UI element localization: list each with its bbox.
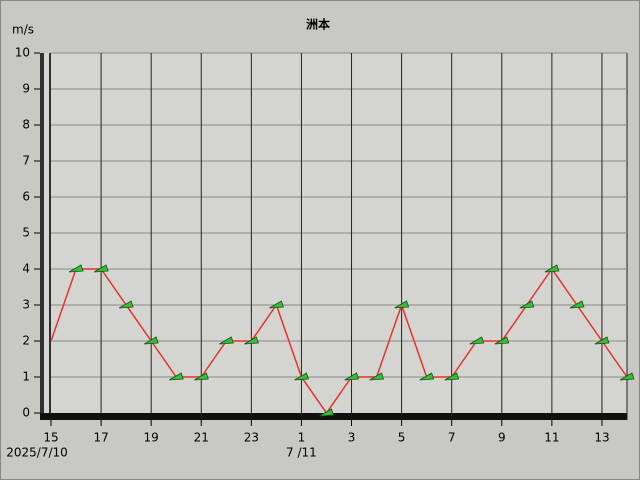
wind-arrow xyxy=(93,264,109,273)
wind-arrow xyxy=(519,300,535,309)
x-tick-label: 5 xyxy=(398,431,406,445)
wind-arrow xyxy=(319,408,335,417)
wind-arrow xyxy=(118,300,134,309)
wind-arrow xyxy=(143,336,159,345)
wind-arrow xyxy=(494,336,510,345)
y-tick-label: 3 xyxy=(22,298,30,312)
bottom-bevel xyxy=(40,413,627,420)
y-tick-label: 4 xyxy=(22,262,30,276)
x-tick-label: 17 xyxy=(93,431,108,445)
wind-arrow xyxy=(444,372,460,381)
y-tick-label: 7 xyxy=(22,154,30,168)
wind-arrow xyxy=(369,372,385,381)
wind-arrow xyxy=(294,372,309,381)
x-tick-label: 1 xyxy=(298,431,306,445)
wind-arrow xyxy=(394,300,410,309)
y-tick-label: 2 xyxy=(22,334,30,348)
date-label: 7 /11 xyxy=(286,446,317,460)
x-tick-label: 15 xyxy=(43,431,58,445)
wind-arrow xyxy=(544,264,560,273)
wind-arrow xyxy=(244,336,259,345)
x-tick-label: 3 xyxy=(348,431,356,445)
y-axis-label: m/s xyxy=(12,23,34,37)
line xyxy=(50,267,628,415)
x-tick-label: 7 xyxy=(448,431,456,445)
wind-arrow xyxy=(619,372,635,381)
wind-arrow xyxy=(594,336,610,345)
chart-title: 洲本 xyxy=(306,17,330,32)
y-tick-label: 8 xyxy=(22,118,30,132)
wind-arrow xyxy=(269,300,284,309)
y-tick-label: 9 xyxy=(22,82,30,96)
x-tick-label: 9 xyxy=(498,431,506,445)
wind-arrow xyxy=(219,336,234,345)
y-tick-label: 0 xyxy=(22,406,30,420)
y-tick-label: 10 xyxy=(15,46,30,60)
wind-arrow xyxy=(194,372,209,381)
wind-arrow xyxy=(169,372,184,381)
wind-arrow xyxy=(419,372,435,381)
x-tick-label: 21 xyxy=(194,431,209,445)
y-tick-label: 5 xyxy=(22,226,30,240)
wind-arrow xyxy=(469,336,485,345)
x-tick-label: 23 xyxy=(244,431,259,445)
x-tick-label: 13 xyxy=(594,431,609,445)
y-tick-label: 6 xyxy=(22,190,30,204)
x-tick-label: 19 xyxy=(144,431,159,445)
wind-arrow xyxy=(569,300,585,309)
date-label: 2025/7/10 xyxy=(6,446,68,460)
y-tick-label: 1 xyxy=(22,370,30,384)
wind-arrow xyxy=(68,264,84,273)
left-bevel-light xyxy=(44,53,49,413)
x-tick-label: 11 xyxy=(544,431,559,445)
wind-arrow xyxy=(344,372,360,381)
